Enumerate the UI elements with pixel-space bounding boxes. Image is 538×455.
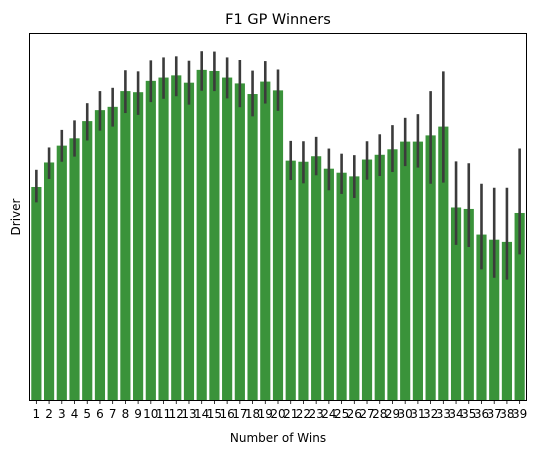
x-tick-label-31: 31: [410, 407, 425, 421]
bar-1: [31, 186, 42, 400]
x-tick-label-27: 27: [359, 407, 374, 421]
x-tick-label-29: 29: [385, 407, 400, 421]
bar-26: [349, 176, 360, 400]
bar-37: [489, 239, 500, 400]
bar-30: [400, 141, 411, 400]
x-axis-title: Number of Wins: [230, 431, 326, 445]
x-tick-label-12: 12: [169, 407, 184, 421]
x-tick-label-16: 16: [219, 407, 234, 421]
x-tick-label-14: 14: [194, 407, 209, 421]
bar-2: [43, 162, 55, 400]
x-tick-label-36: 36: [474, 407, 489, 421]
x-tick-label-25: 25: [334, 407, 349, 421]
bar-11: [158, 77, 169, 400]
bar-19: [260, 81, 271, 400]
bar-13: [183, 82, 195, 400]
bar-8: [120, 91, 131, 400]
x-tick-label-23: 23: [309, 407, 324, 421]
bar-7: [107, 106, 118, 401]
x-tick-label-34: 34: [448, 407, 463, 421]
bar-17: [234, 83, 245, 400]
bar-16: [222, 77, 233, 400]
chart-title: F1 GP Winners: [225, 12, 331, 28]
bar-4: [69, 138, 80, 400]
bar-18: [247, 94, 258, 401]
bar-6: [94, 110, 106, 401]
x-tick-label-8: 8: [122, 407, 130, 421]
x-tick-label-11: 11: [156, 407, 171, 421]
x-tick-label-32: 32: [423, 407, 438, 421]
bar-28: [374, 154, 385, 400]
x-tick-label-5: 5: [83, 407, 91, 421]
x-tick-label-15: 15: [207, 407, 222, 421]
bar-35: [463, 208, 474, 400]
bar-22: [298, 161, 309, 400]
error-bars-layer: [35, 51, 521, 280]
bar-5: [82, 121, 93, 400]
x-tick-label-7: 7: [109, 407, 117, 421]
x-tick-label-13: 13: [181, 407, 196, 421]
y-axis-title: Driver: [9, 198, 23, 235]
x-tick-label-30: 30: [398, 407, 413, 421]
x-tick-label-19: 19: [258, 407, 273, 421]
x-tick-label-6: 6: [96, 407, 104, 421]
bar-38: [501, 241, 513, 400]
bar-24: [323, 168, 334, 400]
bar-21: [285, 160, 296, 400]
x-tick-label-20: 20: [270, 407, 285, 421]
bar-36: [476, 234, 487, 400]
x-tick-label-39: 39: [512, 407, 527, 421]
x-tick-label-4: 4: [71, 407, 79, 421]
bar-20: [272, 90, 284, 400]
x-tick-label-22: 22: [296, 407, 311, 421]
x-tick-label-24: 24: [321, 407, 336, 421]
bar-39: [514, 212, 525, 400]
bar-15: [209, 70, 220, 400]
x-tick-label-33: 33: [436, 407, 451, 421]
x-tick-label-2: 2: [45, 407, 53, 421]
bar-10: [145, 80, 156, 401]
x-tick-label-17: 17: [232, 407, 247, 421]
bar-14: [196, 69, 207, 401]
x-tick-label-1: 1: [33, 407, 41, 421]
bar-12: [171, 75, 182, 400]
x-tick-label-26: 26: [347, 407, 362, 421]
bar-27: [361, 159, 373, 400]
x-tick-label-21: 21: [283, 407, 298, 421]
bar-25: [336, 172, 347, 400]
bar-23: [311, 156, 322, 400]
bar-9: [133, 92, 144, 400]
x-tick-label-28: 28: [372, 407, 387, 421]
x-tick-label-9: 9: [134, 407, 142, 421]
bar-32: [425, 135, 436, 400]
bar-3: [56, 145, 67, 400]
bar-29: [387, 149, 398, 400]
x-tick-label-38: 38: [499, 407, 514, 421]
x-ticks-layer: 1 2 3 4 5 6 7 8 9 1011121314151617181920212223242…: [33, 400, 527, 421]
x-tick-label-10: 10: [143, 407, 158, 421]
bars-layer: [31, 69, 525, 401]
bar-31: [412, 141, 423, 400]
x-tick-label-37: 37: [487, 407, 502, 421]
x-tick-label-3: 3: [58, 407, 66, 421]
bar-33: [438, 126, 449, 401]
x-tick-label-18: 18: [245, 407, 260, 421]
x-tick-label-35: 35: [461, 407, 476, 421]
bar-34: [450, 207, 462, 400]
